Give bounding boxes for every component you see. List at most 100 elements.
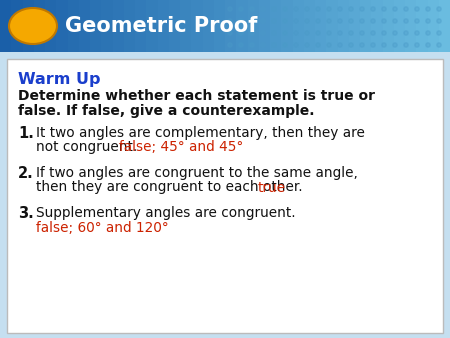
Circle shape (228, 7, 232, 11)
Circle shape (228, 31, 232, 35)
Circle shape (426, 43, 430, 47)
Polygon shape (382, 0, 394, 52)
Circle shape (338, 19, 342, 23)
Polygon shape (214, 0, 225, 52)
Circle shape (283, 43, 287, 47)
Polygon shape (236, 0, 248, 52)
Polygon shape (259, 0, 270, 52)
Text: true: true (258, 180, 286, 194)
Circle shape (305, 43, 309, 47)
Circle shape (316, 7, 320, 11)
Circle shape (404, 43, 408, 47)
Polygon shape (360, 0, 371, 52)
Text: false; 45° and 45°: false; 45° and 45° (119, 140, 243, 154)
Polygon shape (304, 0, 315, 52)
Polygon shape (349, 0, 360, 52)
Polygon shape (0, 52, 450, 58)
Circle shape (294, 31, 298, 35)
Circle shape (404, 7, 408, 11)
Polygon shape (56, 0, 68, 52)
Circle shape (338, 43, 342, 47)
Polygon shape (326, 0, 338, 52)
Circle shape (393, 43, 397, 47)
Circle shape (228, 19, 232, 23)
Circle shape (437, 7, 441, 11)
Circle shape (272, 7, 276, 11)
Text: Determine whether each statement is true or: Determine whether each statement is true… (18, 89, 375, 103)
Polygon shape (394, 0, 405, 52)
Text: Warm Up: Warm Up (18, 72, 100, 87)
Circle shape (426, 7, 430, 11)
Circle shape (437, 19, 441, 23)
Polygon shape (169, 0, 180, 52)
Polygon shape (315, 0, 326, 52)
Polygon shape (68, 0, 79, 52)
Polygon shape (135, 0, 146, 52)
Circle shape (426, 19, 430, 23)
Circle shape (250, 7, 254, 11)
Circle shape (272, 43, 276, 47)
Circle shape (349, 31, 353, 35)
Polygon shape (191, 0, 202, 52)
Polygon shape (158, 0, 169, 52)
Circle shape (261, 43, 265, 47)
Circle shape (382, 7, 386, 11)
Polygon shape (34, 0, 45, 52)
Circle shape (250, 31, 254, 35)
Polygon shape (11, 0, 22, 52)
Circle shape (327, 31, 331, 35)
Circle shape (316, 31, 320, 35)
Circle shape (371, 31, 375, 35)
Circle shape (239, 19, 243, 23)
Text: not congruent.: not congruent. (36, 140, 137, 154)
Text: 3.: 3. (18, 207, 34, 221)
Text: Supplementary angles are congruent.: Supplementary angles are congruent. (36, 207, 296, 220)
Polygon shape (416, 0, 427, 52)
Text: Geometric Proof: Geometric Proof (65, 16, 257, 36)
Ellipse shape (9, 8, 57, 44)
FancyBboxPatch shape (7, 59, 443, 333)
Polygon shape (79, 0, 90, 52)
Polygon shape (338, 0, 349, 52)
Circle shape (393, 31, 397, 35)
Circle shape (360, 31, 364, 35)
Text: It two angles are complementary, then they are: It two angles are complementary, then th… (36, 125, 365, 140)
Circle shape (272, 31, 276, 35)
Polygon shape (124, 0, 135, 52)
Circle shape (437, 43, 441, 47)
Circle shape (415, 7, 419, 11)
Circle shape (305, 19, 309, 23)
Polygon shape (101, 0, 112, 52)
Circle shape (338, 31, 342, 35)
Circle shape (239, 31, 243, 35)
Circle shape (415, 19, 419, 23)
Circle shape (316, 43, 320, 47)
Polygon shape (112, 0, 124, 52)
Circle shape (382, 31, 386, 35)
Text: 1.: 1. (18, 125, 34, 141)
Circle shape (305, 31, 309, 35)
Circle shape (371, 7, 375, 11)
Circle shape (382, 19, 386, 23)
Polygon shape (45, 0, 56, 52)
Circle shape (404, 31, 408, 35)
Circle shape (327, 43, 331, 47)
Polygon shape (225, 0, 236, 52)
Circle shape (349, 7, 353, 11)
Circle shape (250, 19, 254, 23)
Polygon shape (292, 0, 304, 52)
Circle shape (239, 43, 243, 47)
Polygon shape (248, 0, 259, 52)
Polygon shape (439, 0, 450, 52)
Text: 2.: 2. (18, 166, 34, 181)
Text: false; 60° and 120°: false; 60° and 120° (36, 221, 169, 235)
Circle shape (360, 19, 364, 23)
Circle shape (283, 7, 287, 11)
Circle shape (261, 7, 265, 11)
Circle shape (360, 43, 364, 47)
Text: false. If false, give a counterexample.: false. If false, give a counterexample. (18, 103, 315, 118)
Circle shape (371, 19, 375, 23)
Polygon shape (270, 0, 281, 52)
Text: then they are congruent to each other.: then they are congruent to each other. (36, 180, 302, 194)
Polygon shape (146, 0, 158, 52)
